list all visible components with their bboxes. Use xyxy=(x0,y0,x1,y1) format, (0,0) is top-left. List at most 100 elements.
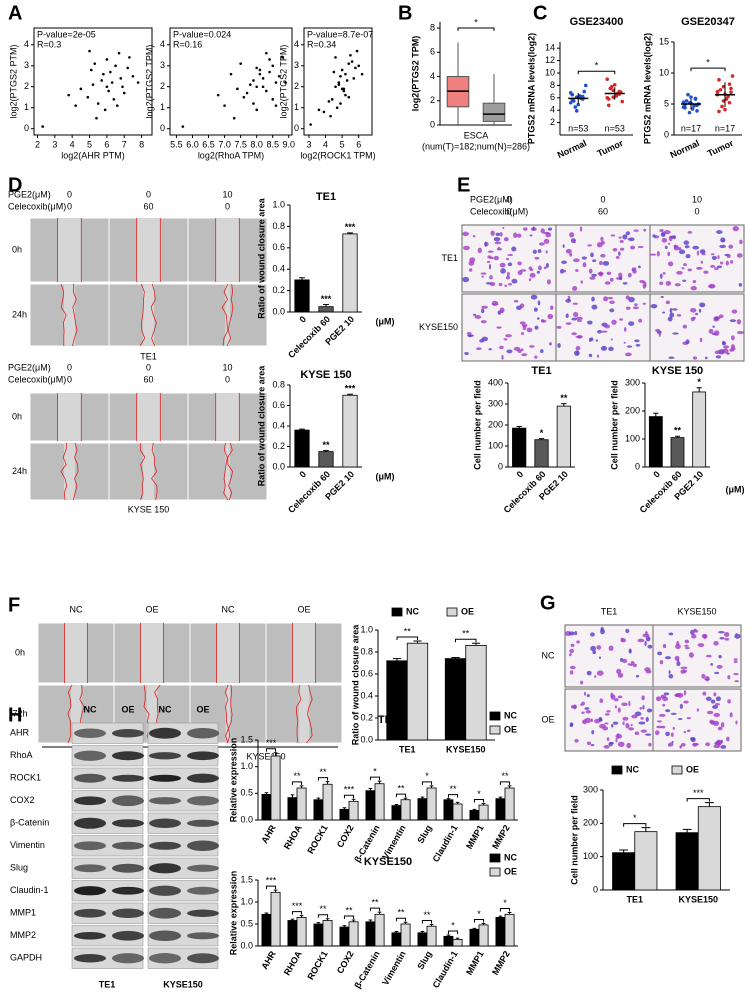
x-tick-label: Tumor xyxy=(706,138,735,159)
y-axis-label: Cell number per field xyxy=(472,380,482,470)
stained-cell xyxy=(588,353,593,358)
column-value: 0 xyxy=(67,201,72,211)
stained-cell xyxy=(718,654,722,659)
point xyxy=(337,81,341,84)
stained-cell xyxy=(696,708,699,712)
significance-bracket xyxy=(473,798,485,803)
stained-cell xyxy=(662,272,666,275)
stained-cell xyxy=(727,675,731,680)
row-label: OE xyxy=(541,714,554,724)
point xyxy=(229,72,233,76)
blot-label: Claudin-1 xyxy=(10,885,49,895)
stained-cell xyxy=(642,633,650,638)
stained-cell xyxy=(660,296,664,299)
error-bar xyxy=(377,911,382,915)
panel-label: B xyxy=(398,2,412,24)
y-tick-label: 100 xyxy=(488,440,503,450)
x-tick-label: 7 xyxy=(122,139,127,149)
y-tick-label: 4 xyxy=(430,71,435,81)
significance-bracket xyxy=(447,930,459,934)
row-label: 0h xyxy=(12,411,22,421)
stained-cell xyxy=(642,284,647,289)
blot-band xyxy=(187,953,219,964)
stained-cell xyxy=(620,637,624,643)
bar xyxy=(426,787,437,821)
stained-cell xyxy=(690,738,696,743)
x-tick-label: MMP2 xyxy=(490,949,512,977)
stained-cell xyxy=(522,227,528,231)
wound-edge xyxy=(221,283,229,347)
stained-cell xyxy=(540,228,545,234)
y-tick-label: 0.2 xyxy=(360,712,373,722)
stained-cell xyxy=(590,252,594,258)
stained-cell xyxy=(712,705,719,709)
blot-band xyxy=(74,817,106,829)
y-tick-label: 0.2 xyxy=(272,285,285,295)
stained-cell xyxy=(719,637,725,640)
legend-swatch xyxy=(489,867,501,877)
point xyxy=(91,83,95,86)
stained-cell xyxy=(596,645,602,650)
point xyxy=(334,56,337,59)
significance-bracket xyxy=(395,793,407,798)
stained-cell xyxy=(706,710,714,715)
legend-label: NC xyxy=(626,764,639,774)
y-tick-label: 0.0 xyxy=(360,734,373,744)
stained-cell xyxy=(721,348,729,354)
point xyxy=(606,103,611,108)
blot-band xyxy=(187,773,219,783)
stained-cell xyxy=(692,356,698,360)
error-bar xyxy=(420,796,425,799)
stained-cell xyxy=(505,275,511,280)
stained-cell xyxy=(590,645,597,652)
error-bar xyxy=(446,798,451,800)
y-tick-label: 0 xyxy=(593,884,598,894)
significance-bracket xyxy=(623,823,647,827)
bar xyxy=(556,405,571,468)
blot-band xyxy=(149,841,181,850)
stained-cell xyxy=(609,742,614,745)
blot-band xyxy=(187,819,219,827)
caption: TE1 xyxy=(140,351,157,361)
y-tick-label: 2 xyxy=(160,81,165,91)
point xyxy=(721,84,726,89)
point xyxy=(687,110,692,115)
stained-cell xyxy=(589,276,596,280)
stained-cell xyxy=(659,229,664,233)
point xyxy=(284,81,287,84)
stained-cell xyxy=(647,644,653,649)
y-tick-label: 2 xyxy=(430,95,435,105)
blot-band xyxy=(187,909,219,917)
panel-label: E xyxy=(457,174,470,196)
column-value: 0 xyxy=(225,374,230,384)
error-bar xyxy=(264,792,269,795)
stained-cell xyxy=(488,348,492,351)
y-tick-label: 0.8 xyxy=(360,646,373,656)
y-tick-label: 2 xyxy=(24,81,29,91)
stained-cell xyxy=(618,272,623,278)
stained-cell xyxy=(614,698,619,702)
wound-area xyxy=(136,393,161,441)
y-tick-label: 8 xyxy=(430,22,435,32)
point xyxy=(349,53,352,57)
significance: * xyxy=(477,909,481,919)
y-tick-label: 3 xyxy=(24,60,29,70)
bar xyxy=(443,799,454,821)
stained-cell xyxy=(714,702,720,706)
wound-area xyxy=(57,218,82,282)
point xyxy=(344,72,347,76)
bar xyxy=(296,787,307,821)
stained-cell xyxy=(679,703,683,709)
blot-label: ROCK1 xyxy=(10,773,41,783)
point xyxy=(352,77,356,80)
stained-cell xyxy=(481,275,484,278)
stained-cell xyxy=(606,271,612,275)
stained-cell xyxy=(586,694,590,698)
blot-band xyxy=(112,863,144,873)
stained-cell xyxy=(716,265,723,269)
y-tick-label: 200 xyxy=(583,818,598,828)
annotation: R=0.34 xyxy=(307,39,336,49)
point xyxy=(568,91,573,95)
significance: ** xyxy=(293,771,301,781)
significance-bracket xyxy=(421,919,433,924)
